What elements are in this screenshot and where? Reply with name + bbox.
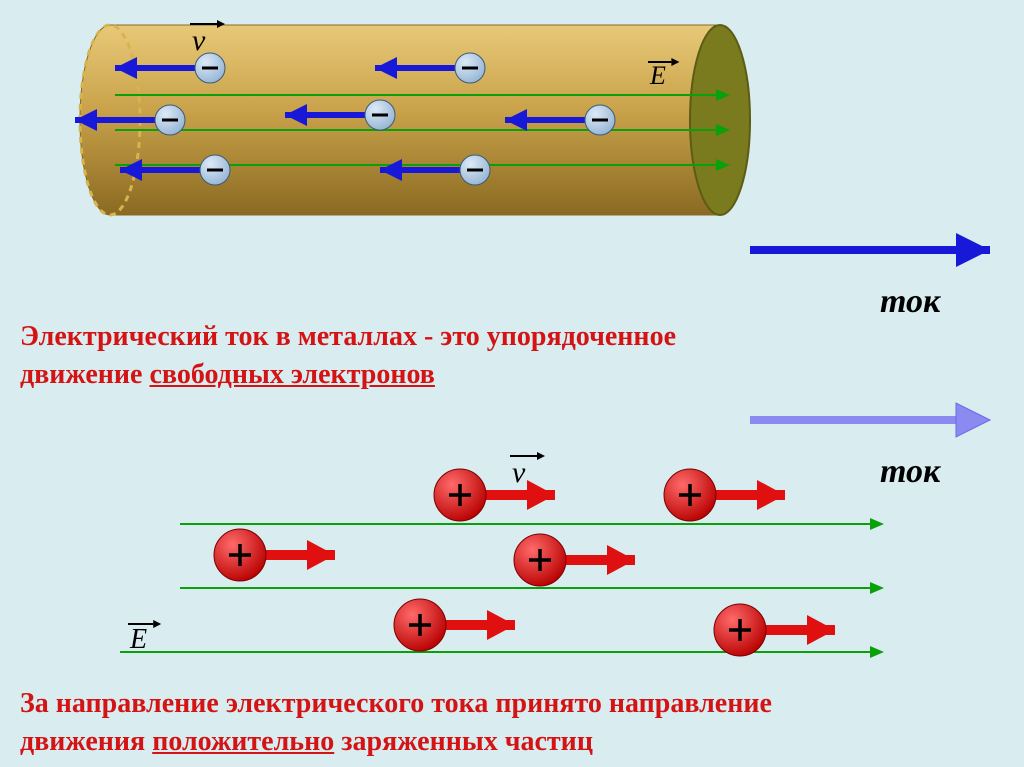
svg-text:E: E [649,61,666,90]
definition-current-direction: За направление электрического тока приня… [20,685,772,761]
arrow-head [956,403,990,437]
def1-l2u: свободных электронов [149,359,434,390]
arrow-head [807,615,835,645]
svg-text:v: v [192,24,206,57]
label-E-bot: E [128,620,161,655]
arrow-head [757,480,785,510]
arrow-head [307,540,335,570]
field-line-tip [870,646,884,658]
field-line-tip [870,518,884,530]
arrow-head [487,610,515,640]
label-tok-1: ток [880,283,941,320]
svg-text:v: v [512,456,526,489]
def2-l1: За направление электрического тока приня… [20,688,772,719]
def2-l2a: движения [20,726,152,757]
def1-l1: Электрический ток в металлах - это упоря… [20,321,676,352]
svg-text:E: E [129,624,147,655]
arrow-head [956,233,990,267]
def1-l2a: движение [20,359,149,390]
def2-l2u: положительно [152,726,334,757]
diagram-canvas: v Eток ток v E Электрический ток в металлах … [0,0,1024,767]
arrow-head [527,480,555,510]
definition-current-in-metals: Электрический ток в металлах - это упоря… [20,318,676,394]
svg-text:ток: ток [880,283,941,320]
field-line-tip [870,582,884,594]
arrow-head [607,545,635,575]
label-tok-2: ток [880,453,941,490]
svg-text:ток: ток [880,453,941,490]
conductor-end-cap [690,25,750,215]
def2-l2b: заряженных частиц [334,726,593,757]
